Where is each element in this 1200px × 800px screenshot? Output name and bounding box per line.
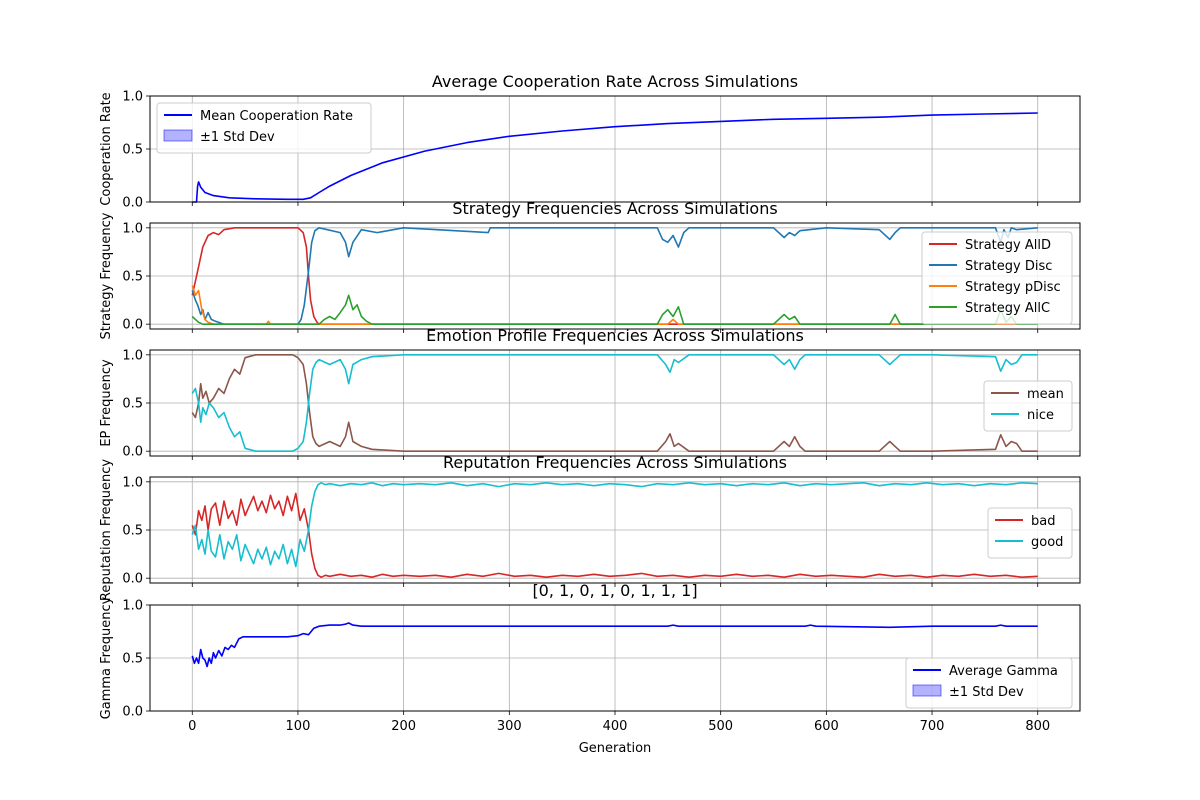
- y-tick-label: 1.0: [122, 475, 143, 490]
- y-tick-label: 1.0: [122, 221, 143, 236]
- x-tick-label: 100: [286, 719, 311, 734]
- x-tick-label: 300: [497, 719, 522, 734]
- legend-box: [921, 231, 1073, 325]
- y-axis-label: Strategy Frequency: [99, 212, 114, 339]
- legend-label: good: [1031, 535, 1063, 550]
- y-tick-label: 0.5: [122, 397, 143, 412]
- x-tick-label: 0: [188, 719, 196, 734]
- chart-title: Emotion Profile Frequencies Across Simul…: [426, 326, 804, 345]
- y-tick-label: 0.0: [122, 572, 143, 587]
- subplot-5: 0 100 200 300 400 500 600 700 800 0.0 0.5 1.0 [0, 1,…: [99, 581, 1081, 756]
- legend: bad good: [987, 507, 1073, 559]
- x-tick-label: 700: [920, 719, 945, 734]
- legend-label: Mean Cooperation Rate: [200, 109, 353, 124]
- legend-box: [156, 102, 372, 154]
- x-tick-label: 200: [391, 719, 416, 734]
- y-tick-label: 0.5: [122, 524, 143, 539]
- legend-label: ±1 Std Dev: [949, 685, 1024, 700]
- series-line-strategy-allc: [191, 294, 1038, 325]
- legend-label: Strategy Disc: [965, 259, 1052, 274]
- series-line-strategy-disc: [191, 227, 1038, 325]
- legend-label: Strategy pDisc: [965, 280, 1061, 295]
- y-tick-label: 0.5: [122, 270, 143, 285]
- legend-label: nice: [1027, 408, 1054, 423]
- legend-label: bad: [1031, 514, 1055, 529]
- y-tick-label: 1.0: [122, 90, 143, 105]
- y-tick-label: 0.0: [122, 445, 143, 460]
- series-line-bad: [191, 492, 1038, 578]
- legend-label: mean: [1027, 387, 1064, 402]
- series-line-mean: [191, 354, 1038, 452]
- series-line-strategy-alld: [191, 227, 1038, 325]
- x-tick-label: 500: [708, 719, 733, 734]
- y-axis-label: EP Frequency: [99, 359, 114, 447]
- legend-label: ±1 Std Dev: [200, 130, 275, 145]
- legend-label: Strategy AllD: [965, 238, 1051, 253]
- series-line-nice: [191, 354, 1038, 452]
- subplot-4: 0.0 0.5 1.0 Reputation Frequencies Across S…: [99, 453, 1081, 602]
- series-line-mean-cooperation-rate: [192, 112, 1038, 203]
- y-tick-label: 0.5: [122, 652, 143, 667]
- y-axis-label: Gamma Frequency: [99, 596, 114, 719]
- legend-swatch: [912, 684, 942, 697]
- series-line-average-gamma: [191, 622, 1038, 668]
- subplot-1: 0.0 0.5 1.0 Average Cooperation Rate Across…: [99, 72, 1081, 211]
- series-line-good: [191, 482, 1038, 568]
- legend-label: Strategy AllC: [965, 301, 1050, 316]
- legend-swatch: [163, 129, 193, 142]
- y-tick-label: 1.0: [122, 599, 143, 614]
- subplot-2: 0.0 0.5 1.0 Strategy Frequencies Across Sim…: [99, 199, 1081, 340]
- legend: Mean Cooperation Rate ±1 Std Dev: [156, 102, 372, 154]
- y-axis-label: Cooperation Rate: [99, 92, 114, 205]
- legend-label: Average Gamma: [949, 664, 1058, 679]
- chart-title: Strategy Frequencies Across Simulations: [452, 199, 777, 218]
- y-tick-label: 1.0: [122, 348, 143, 363]
- legend-box: [987, 507, 1073, 559]
- x-tick-label: 600: [814, 719, 839, 734]
- x-tick-label: 400: [603, 719, 628, 734]
- subplot-3: 0.0 0.5 1.0 Emotion Profile Frequencies Acr…: [99, 326, 1081, 460]
- y-tick-label: 0.0: [122, 196, 143, 211]
- y-tick-label: 0.0: [122, 705, 143, 720]
- legend: Strategy AllD Strategy Disc Strategy pDisc…: [921, 231, 1073, 325]
- x-tick-label: 800: [1025, 719, 1050, 734]
- y-tick-label: 0.0: [122, 318, 143, 333]
- chart-title: Average Cooperation Rate Across Simulati…: [432, 72, 798, 91]
- x-axis-label: Generation: [579, 741, 652, 756]
- legend: Average Gamma ±1 Std Dev: [905, 657, 1073, 709]
- chart-title: [0, 1, 0, 1, 0, 1, 1, 1]: [532, 581, 697, 600]
- y-tick-label: 0.5: [122, 143, 143, 158]
- legend-box: [905, 657, 1073, 709]
- legend: mean nice: [983, 380, 1073, 432]
- y-axis-label: Reputation Frequency: [99, 459, 114, 602]
- chart-title: Reputation Frequencies Across Simulation…: [443, 453, 787, 472]
